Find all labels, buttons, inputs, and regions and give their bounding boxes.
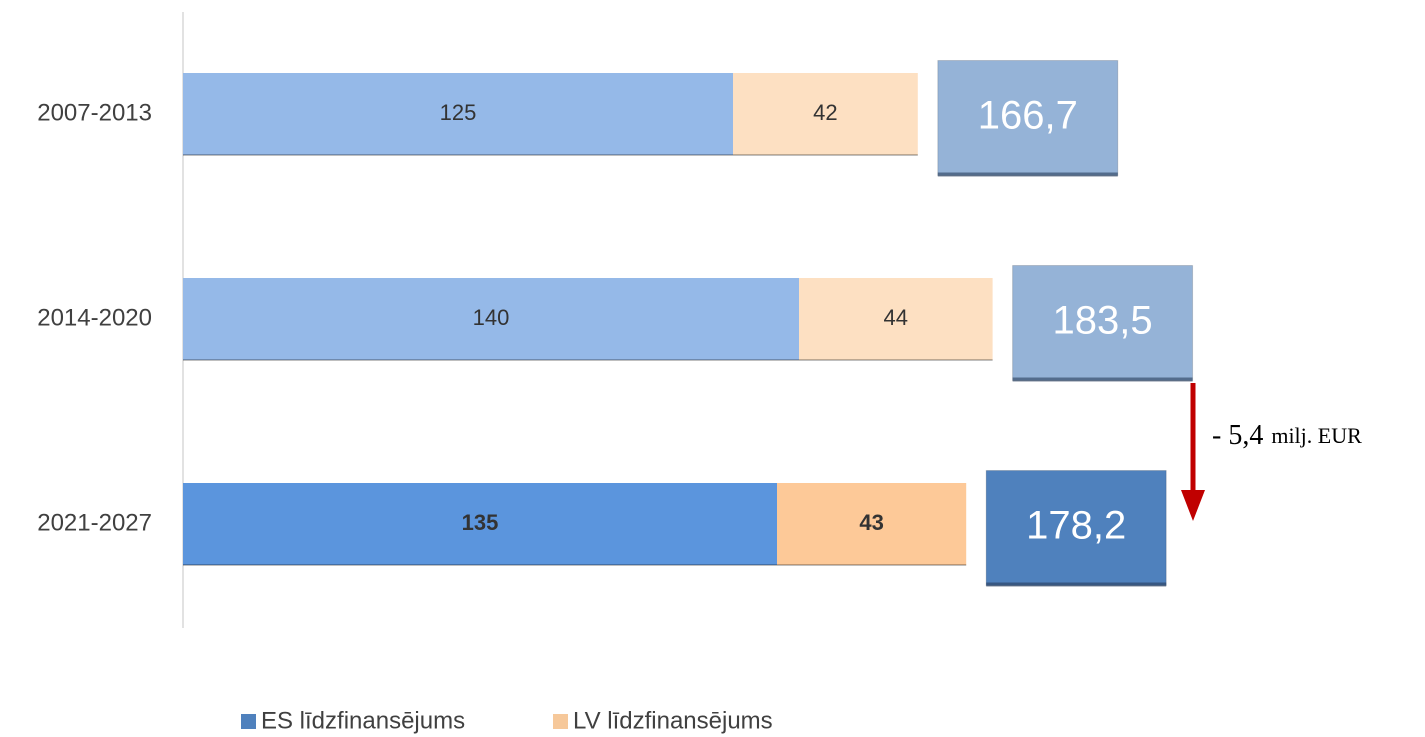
legend-label: ES līdzfinansējums (261, 707, 465, 734)
bar-segment (799, 278, 993, 360)
data-label: 125 (440, 100, 477, 125)
bar-segment (733, 73, 918, 155)
legend-label: LV līdzfinansējums (573, 707, 773, 734)
annotation-value: - 5,4 (1212, 420, 1263, 451)
data-label: 43 (859, 510, 883, 535)
total-box (937, 60, 1119, 176)
data-label: 140 (473, 305, 510, 330)
bar-segment (183, 483, 777, 565)
bar-segment (777, 483, 967, 565)
bar-segment (183, 278, 799, 360)
total-label: 166,7 (978, 94, 1078, 138)
total-box (985, 470, 1167, 586)
annotation: - 5,4 milj. EUR (1212, 420, 1362, 451)
y-tick-label: 2007-2013 (37, 99, 152, 126)
legend-swatch (553, 714, 568, 729)
data-label: 42 (813, 100, 837, 125)
total-label: 178,2 (1026, 504, 1126, 548)
data-label: 135 (462, 510, 499, 535)
annotation-unit: milj. EUR (1271, 423, 1362, 448)
data-label: 44 (884, 305, 908, 330)
total-label: 183,5 (1053, 299, 1153, 343)
arrow-head (1181, 490, 1205, 521)
y-tick-label: 2014-2020 (37, 304, 152, 331)
total-box (1012, 265, 1194, 381)
bar-segment (183, 73, 733, 155)
legend-swatch (241, 714, 256, 729)
y-tick-label: 2021-2027 (37, 509, 152, 536)
